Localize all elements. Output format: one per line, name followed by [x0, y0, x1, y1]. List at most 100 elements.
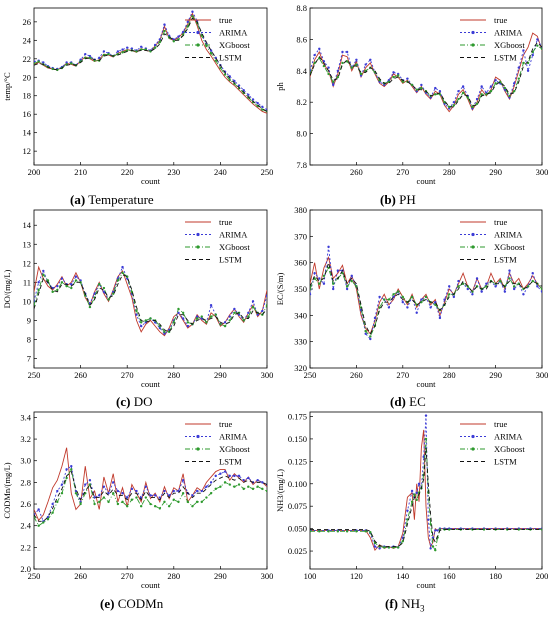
data-point-arima — [540, 290, 542, 293]
data-point-xgboost — [396, 290, 400, 293]
series-line-arima — [34, 265, 267, 335]
data-point-xgboost — [116, 279, 120, 282]
x-tick-label: 210 — [74, 167, 87, 177]
x-tick-label: 280 — [167, 571, 180, 581]
data-point-xgboost — [219, 485, 222, 488]
series-line-true — [34, 447, 267, 522]
data-point-arima — [242, 479, 245, 482]
legend-marker — [471, 245, 475, 249]
x-tick-label: 300 — [536, 167, 549, 177]
data-point-xgboost — [34, 62, 36, 65]
data-point-xgboost — [369, 335, 372, 338]
data-point-xgboost — [332, 282, 335, 285]
data-point-arima — [427, 518, 430, 521]
data-point-arima — [336, 69, 340, 73]
data-point-xgboost — [121, 271, 124, 275]
data-point-arima — [526, 69, 530, 73]
data-point-xgboost — [461, 282, 465, 285]
data-point-arima — [121, 265, 124, 269]
legend-label-lstm: LSTM — [494, 255, 517, 265]
data-point-arima — [373, 545, 377, 548]
x-axis-label: count — [417, 580, 437, 590]
data-point-arima — [112, 481, 115, 484]
data-point-xgboost — [424, 437, 428, 441]
x-tick-label: 290 — [214, 370, 227, 380]
data-point-xgboost — [517, 528, 520, 531]
legend-label-lstm: LSTM — [219, 255, 242, 265]
data-point-arima — [195, 315, 199, 318]
y-axis-label: DO/(mg/L) — [2, 269, 12, 308]
data-point-arima — [406, 77, 409, 80]
y-tick-label: 2.4 — [20, 521, 31, 531]
data-point-xgboost — [223, 481, 227, 484]
data-point-arima — [209, 481, 213, 484]
x-tick-label: 100 — [304, 571, 317, 581]
series-line-lstm — [34, 470, 267, 522]
data-point-xgboost — [233, 485, 236, 488]
data-point-arima — [448, 285, 451, 288]
data-point-arima — [65, 61, 68, 64]
data-point-arima — [420, 83, 423, 87]
caption-f-subscript: 3 — [420, 603, 425, 614]
data-point-arima — [79, 58, 82, 61]
data-point-arima — [98, 56, 101, 60]
data-point-xgboost — [413, 493, 416, 496]
data-point-arima — [60, 483, 64, 486]
legend-label-xgboost: XGboost — [494, 40, 525, 50]
data-point-arima — [88, 479, 92, 482]
data-point-arima — [247, 311, 250, 314]
y-tick-label: 2.8 — [20, 477, 31, 487]
data-point-arima — [531, 272, 534, 275]
data-point-xgboost — [434, 548, 437, 552]
data-point-arima — [139, 45, 143, 48]
data-point-arima — [93, 496, 96, 499]
caption-e-text: CODMn — [117, 596, 164, 611]
y-tick-label: 380 — [294, 205, 307, 215]
data-point-xgboost — [480, 93, 483, 96]
series-line-arima — [34, 10, 267, 110]
data-point-arima — [70, 464, 73, 468]
data-point-xgboost — [228, 319, 231, 322]
caption-e: (e) CODMn — [100, 596, 163, 612]
data-point-xgboost — [265, 303, 267, 307]
data-point-xgboost — [116, 502, 120, 506]
y-axis-label: ph — [275, 82, 285, 91]
data-point-xgboost — [186, 500, 189, 504]
data-point-arima — [163, 332, 166, 335]
legend-label-arima: ARIMA — [219, 432, 248, 442]
y-tick-label: 20 — [23, 72, 32, 82]
data-point-arima — [512, 287, 516, 291]
data-point-xgboost — [489, 90, 493, 93]
data-point-xgboost — [219, 66, 222, 70]
data-point-arima — [177, 311, 180, 314]
x-tick-label: 280 — [443, 167, 456, 177]
data-point-xgboost — [310, 287, 312, 291]
data-point-arima — [494, 79, 497, 82]
data-point-arima — [191, 494, 194, 497]
y-tick-label: 11 — [23, 277, 31, 287]
data-point-arima — [512, 82, 516, 85]
legend-marker — [471, 232, 475, 237]
caption-d-letter: (d) — [390, 394, 406, 409]
data-point-arima — [434, 86, 437, 90]
x-axis-label: count — [417, 176, 437, 186]
data-point-arima — [378, 295, 381, 299]
data-point-arima — [181, 479, 185, 482]
data-point-arima — [98, 494, 101, 497]
data-point-arima — [438, 316, 442, 320]
plot-area — [34, 265, 267, 337]
data-point-arima — [102, 290, 106, 294]
data-point-arima — [34, 60, 36, 63]
data-point-xgboost — [336, 75, 340, 79]
data-point-xgboost — [51, 290, 54, 294]
x-tick-label: 290 — [214, 571, 227, 581]
data-point-arima — [536, 285, 539, 288]
x-tick-label: 250 — [28, 571, 41, 581]
data-point-xgboost — [200, 315, 203, 318]
data-point-xgboost — [242, 319, 245, 322]
data-point-arima — [429, 547, 432, 550]
data-point-xgboost — [350, 66, 353, 69]
data-point-xgboost — [387, 298, 391, 301]
chart-e: 250 260 270 280 290 300 2.0 2.2 2.4 2.6 2.8 3.0 3.2 3… — [2, 411, 273, 590]
y-tick-label: 0.075 — [288, 501, 307, 511]
